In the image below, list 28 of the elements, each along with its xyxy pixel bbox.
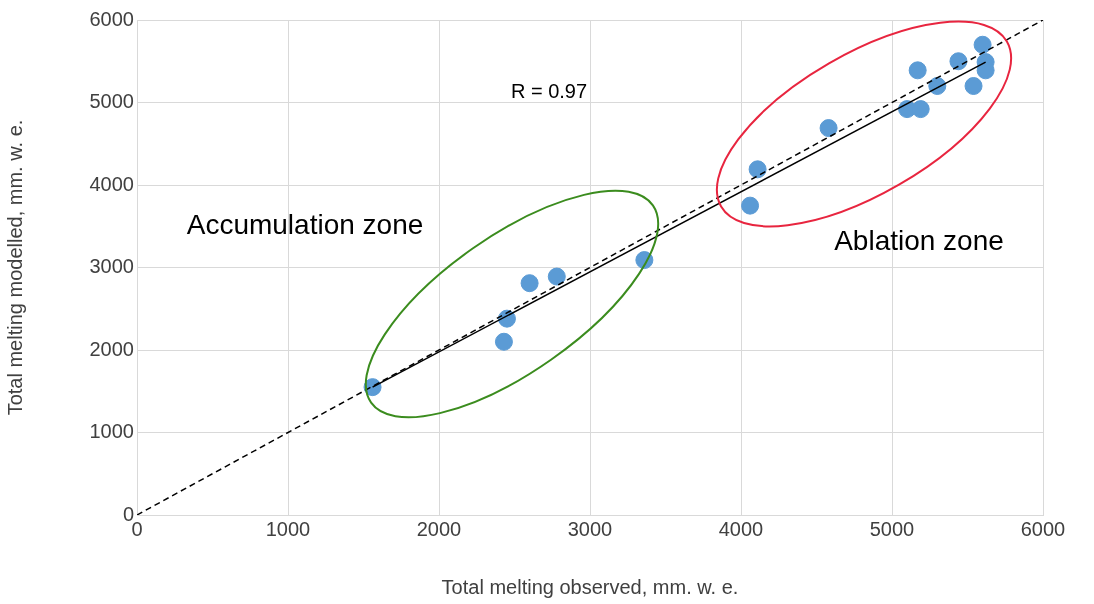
point xyxy=(819,119,838,138)
point xyxy=(741,196,760,215)
x-tick-label: 4000 xyxy=(718,517,764,540)
point xyxy=(908,61,927,80)
y-tick-label: 4000 xyxy=(89,172,134,195)
y-tick-label: 1000 xyxy=(89,420,134,443)
x-tick-label: 1000 xyxy=(265,517,311,540)
y-tick-label: 2000 xyxy=(89,337,134,360)
annotation: Ablation zone xyxy=(834,224,1004,256)
x-tick-label: 6000 xyxy=(1020,517,1066,540)
point xyxy=(964,77,983,95)
y-tick-label: 5000 xyxy=(89,90,134,113)
point xyxy=(949,52,968,71)
point xyxy=(520,274,539,293)
y-tick-label: 3000 xyxy=(89,255,134,278)
x-tick-label: 3000 xyxy=(567,517,613,540)
point xyxy=(494,332,513,351)
point xyxy=(748,160,767,179)
annotation: Accumulation zone xyxy=(186,208,424,240)
y-tick-label: 6000 xyxy=(89,7,134,30)
point xyxy=(973,35,992,54)
y-tick-label: 0 xyxy=(122,502,134,525)
x-tick-label: 2000 xyxy=(416,517,462,540)
x-axis-title: Total melting observed, mm. w. e. xyxy=(441,575,739,598)
point xyxy=(547,267,566,286)
x-tick-label: 5000 xyxy=(869,517,915,540)
y-axis-title: Total melting modelled, mm. w. e. xyxy=(3,119,26,416)
annotation: R = 0.97 xyxy=(510,79,588,102)
